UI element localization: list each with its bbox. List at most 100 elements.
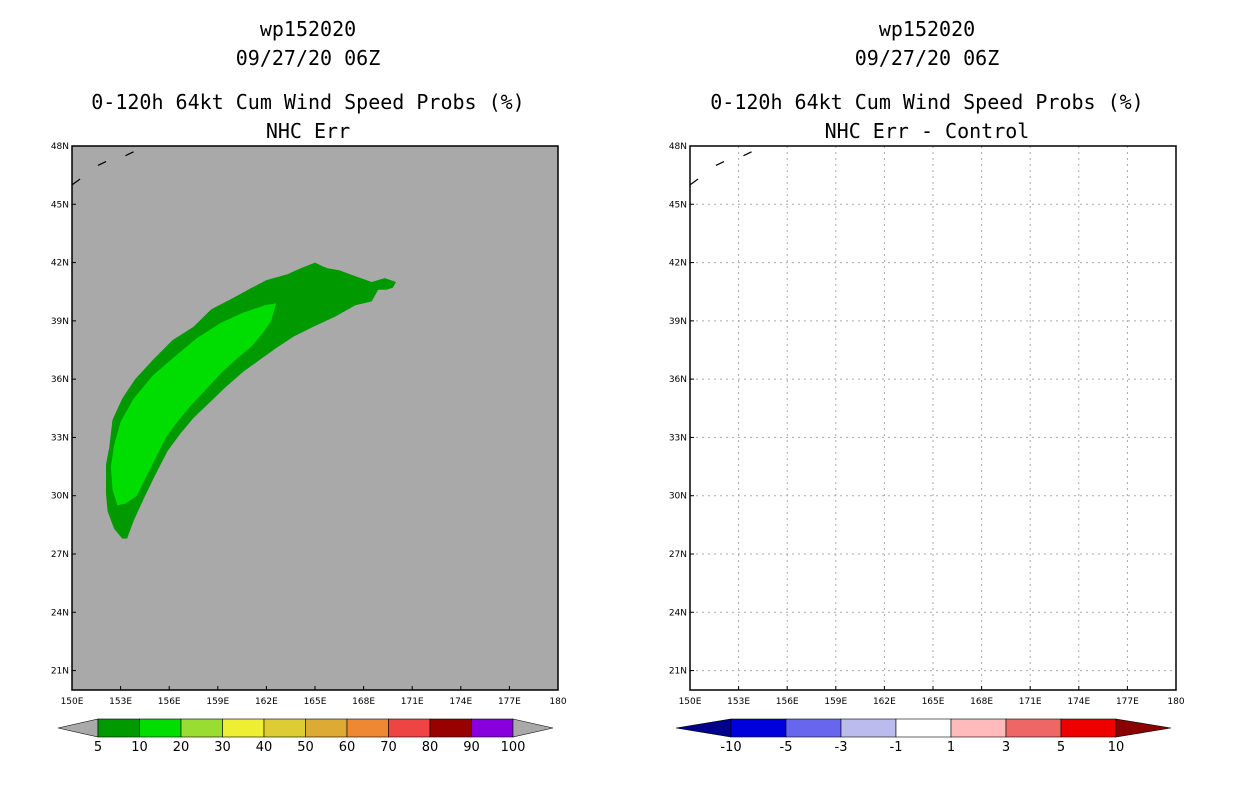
left-colorbar-label: 60 bbox=[339, 740, 356, 755]
right-x-tick-label: 153E bbox=[727, 697, 750, 707]
left-x-tick-label: 168E bbox=[352, 697, 375, 707]
right-x-tick-label: 150E bbox=[679, 697, 702, 707]
left-datetime: 09/27/20 06Z bbox=[235, 46, 381, 70]
right-plot: 48N 45N 42N 39N 36N 33N 30N 27N 24N 21N 150E 153E 15… bbox=[669, 142, 1185, 707]
left-colorbar-swatch bbox=[263, 718, 306, 738]
right-colorbar-label: 1 bbox=[947, 740, 955, 755]
right-y-tick-label: 42N bbox=[669, 259, 687, 269]
left-colorbar-label: 90 bbox=[463, 740, 480, 755]
right-coastline bbox=[715, 161, 725, 166]
left-colorbar-swatch bbox=[305, 718, 348, 738]
left-y-tick-label: 21N bbox=[51, 667, 69, 677]
left-x-tick-label: 180 bbox=[549, 697, 566, 707]
right-x-tick-label: 171E bbox=[1019, 697, 1042, 707]
right-y-tick-label: 36N bbox=[669, 375, 687, 385]
left-y-tick-label: 42N bbox=[51, 259, 69, 269]
left-plot: 48N 45N 42N 39N 36N 33N 30N 27N 24N 21N 150E 153E 15… bbox=[51, 142, 567, 707]
left-coastline bbox=[97, 161, 107, 166]
right-colorbar-label: 10 bbox=[1108, 740, 1125, 755]
left-x-tick-label: 159E bbox=[206, 697, 229, 707]
left-y-tick-label: 30N bbox=[51, 492, 69, 502]
left-y-tick-label: 33N bbox=[51, 433, 69, 443]
right-x-tick-label: 156E bbox=[776, 697, 799, 707]
right-colorbar-swatch bbox=[950, 718, 1007, 738]
right-x-tick-label: 177E bbox=[1116, 697, 1139, 707]
left-colorbar-label: 30 bbox=[214, 740, 231, 755]
left-colorbar-swatch bbox=[429, 718, 472, 738]
right-y-tick-label: 39N bbox=[669, 317, 687, 327]
left-x-tick-label: 150E bbox=[61, 697, 84, 707]
left-x-tick-label: 156E bbox=[158, 697, 181, 707]
right-colorbar-under bbox=[675, 718, 732, 738]
left-x-tick-label: 177E bbox=[498, 697, 521, 707]
right-y-tick-label: 21N bbox=[669, 667, 687, 677]
left-colorbar-swatch bbox=[97, 718, 140, 738]
right-colorbar-swatch bbox=[840, 718, 897, 738]
right-x-tick-label: 174E bbox=[1067, 697, 1090, 707]
left-colorbar-label: 40 bbox=[256, 740, 273, 755]
left-x-tick-label: 153E bbox=[109, 697, 132, 707]
left-colorbar-swatch bbox=[471, 718, 514, 738]
right-x-tick-label: 180 bbox=[1167, 697, 1184, 707]
left-coastline bbox=[125, 151, 134, 157]
right-colorbar-swatch bbox=[1005, 718, 1062, 738]
right-colorbar-swatch bbox=[785, 718, 842, 738]
left-y-tick-label: 27N bbox=[51, 550, 69, 560]
right-colorbar: -10 -5 -3 -1 1 3 5 10 bbox=[675, 718, 1172, 755]
left-colorbar-swatch bbox=[139, 718, 182, 738]
left-y-tick-label: 45N bbox=[51, 200, 69, 210]
left-storm-id: wp152020 bbox=[259, 17, 357, 41]
right-chart-title: 0-120h 64kt Cum Wind Speed Probs (%) bbox=[710, 90, 1144, 114]
left-x-tick-label: 162E bbox=[255, 697, 278, 707]
right-colorbar-label: -5 bbox=[780, 740, 793, 755]
right-datetime: 09/27/20 06Z bbox=[854, 46, 1000, 70]
right-x-tick-label: 159E bbox=[824, 697, 847, 707]
right-y-tick-label: 45N bbox=[669, 200, 687, 210]
right-colorbar-swatch bbox=[895, 718, 952, 738]
right-coastline bbox=[689, 178, 699, 186]
right-y-tick-label: 27N bbox=[669, 550, 687, 560]
left-y-tick-label: 48N bbox=[51, 142, 69, 152]
left-colorbar-label: 70 bbox=[380, 740, 397, 755]
left-colorbar-label: 50 bbox=[297, 740, 314, 755]
left-x-tick-label: 171E bbox=[401, 697, 424, 707]
left-colorbar: 5 10 20 30 40 50 60 70 80 90 100 bbox=[57, 718, 554, 755]
left-x-tick-label: 174E bbox=[449, 697, 472, 707]
left-colorbar-label: 100 bbox=[501, 740, 526, 755]
right-y-tick-label: 33N bbox=[669, 433, 687, 443]
left-colorbar-over bbox=[512, 718, 554, 738]
right-storm-id: wp152020 bbox=[878, 17, 976, 41]
left-colorbar-swatch bbox=[346, 718, 389, 738]
right-y-tick-label: 30N bbox=[669, 492, 687, 502]
right-colorbar-label: -10 bbox=[720, 740, 741, 755]
right-colorbar-swatch bbox=[730, 718, 787, 738]
right-x-tick-label: 165E bbox=[922, 697, 945, 707]
left-colorbar-label: 20 bbox=[173, 740, 190, 755]
right-chart-subtitle: NHC Err - Control bbox=[824, 119, 1030, 143]
right-x-tick-label: 168E bbox=[970, 697, 993, 707]
left-coastline bbox=[71, 178, 81, 186]
left-colorbar-swatch bbox=[222, 718, 265, 738]
left-contour-10-20 bbox=[110, 303, 277, 506]
left-colorbar-under bbox=[57, 718, 99, 738]
right-y-tick-label: 48N bbox=[669, 142, 687, 152]
right-x-tick-label: 162E bbox=[873, 697, 896, 707]
left-y-tick-label: 39N bbox=[51, 317, 69, 327]
left-colorbar-label: 80 bbox=[422, 740, 439, 755]
right-colorbar-over bbox=[1115, 718, 1172, 738]
right-colorbar-label: -1 bbox=[890, 740, 903, 755]
left-y-tick-label: 36N bbox=[51, 375, 69, 385]
left-colorbar-swatch bbox=[388, 718, 431, 738]
left-colorbar-label: 5 bbox=[94, 740, 102, 755]
left-colorbar-swatch bbox=[180, 718, 223, 738]
right-y-tick-label: 24N bbox=[669, 608, 687, 618]
right-colorbar-label: 5 bbox=[1057, 740, 1065, 755]
left-chart-subtitle: NHC Err bbox=[265, 119, 351, 143]
left-colorbar-label: 10 bbox=[131, 740, 148, 755]
right-coastline bbox=[743, 151, 752, 157]
right-colorbar-swatch bbox=[1060, 718, 1117, 738]
left-y-tick-label: 24N bbox=[51, 608, 69, 618]
right-colorbar-label: -3 bbox=[835, 740, 848, 755]
left-x-tick-label: 165E bbox=[304, 697, 327, 707]
